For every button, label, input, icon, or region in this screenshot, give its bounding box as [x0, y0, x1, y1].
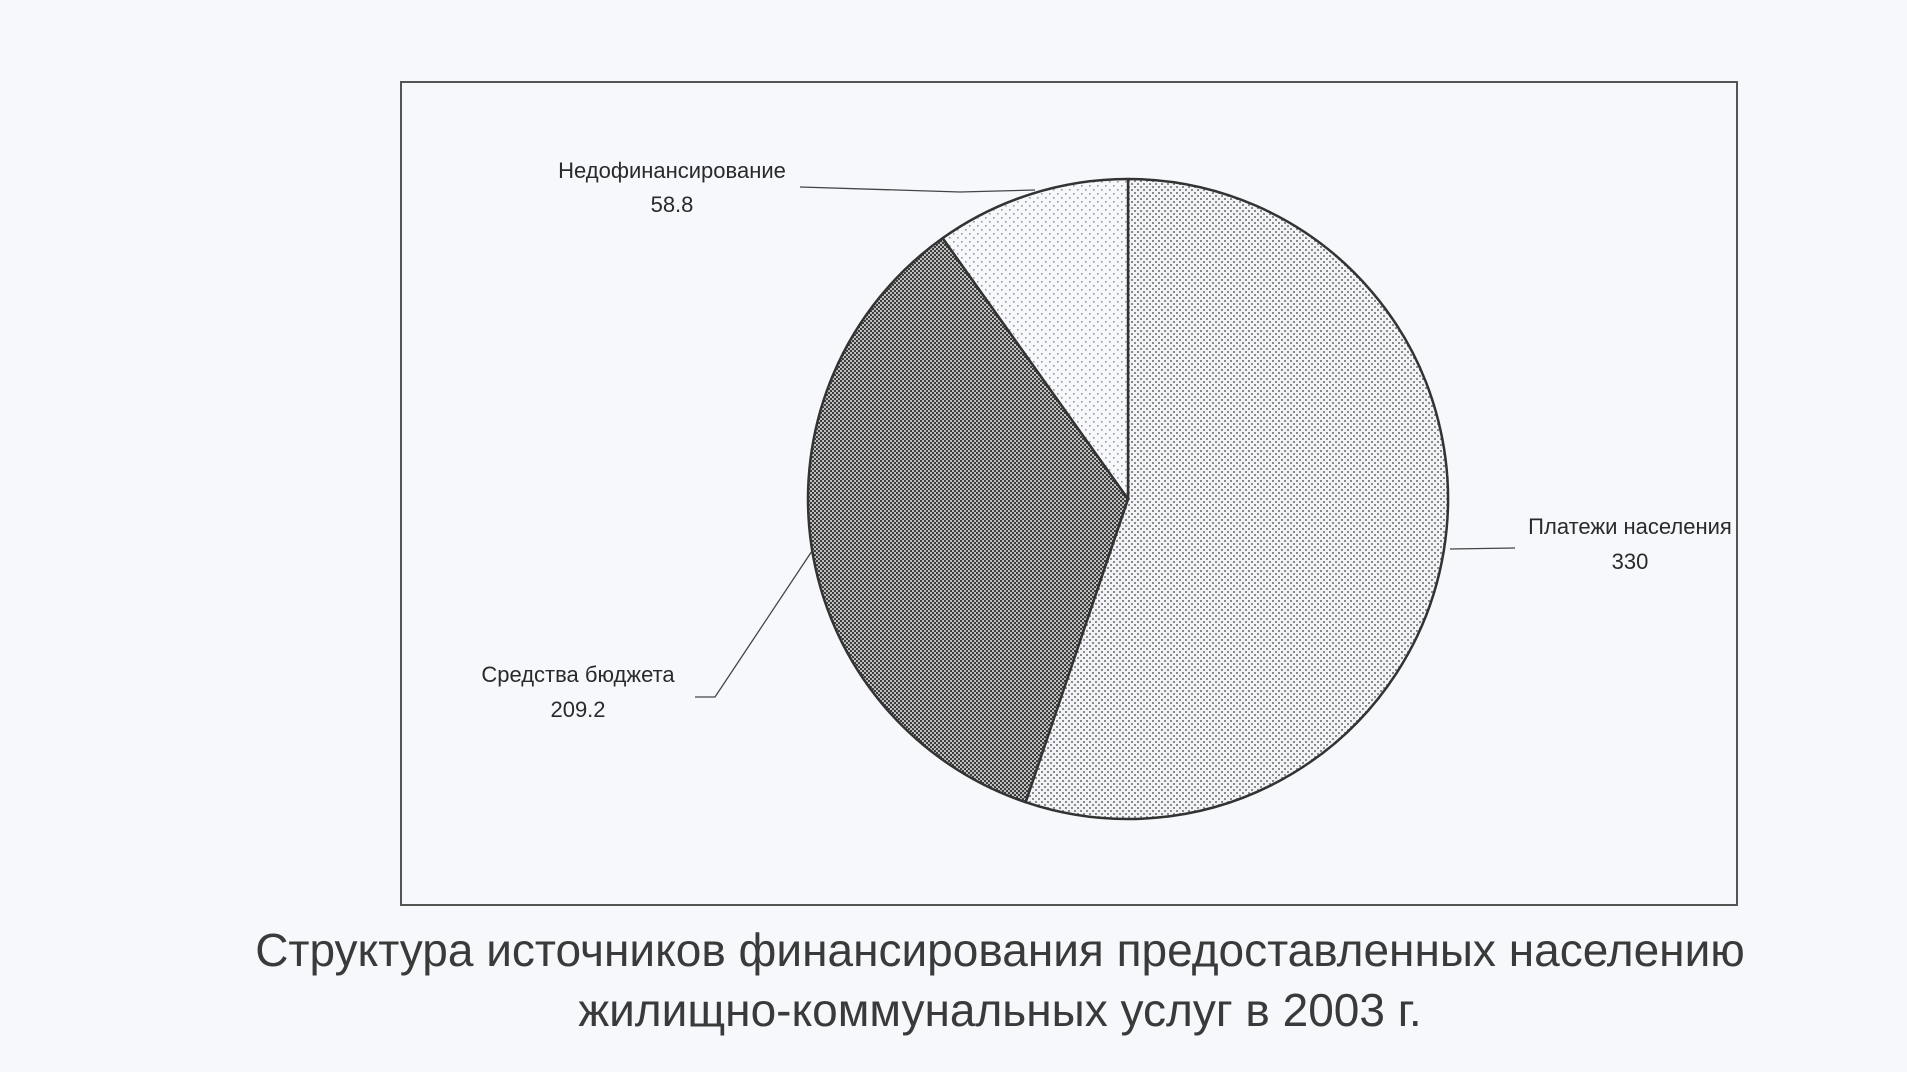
data-labels: Недофинансирование 58.8 Платежи населени…	[481, 158, 1731, 722]
slice-nedofinansirovanie	[941, 177, 1130, 501]
slice-value-platezhi: 330	[1612, 549, 1649, 574]
slice-label-sredstva: Средства бюджета	[481, 662, 675, 687]
leader-line-sredstva	[695, 550, 813, 698]
slice-label-platezhi: Платежи населения	[1528, 514, 1732, 539]
leader-lines	[695, 186, 1516, 698]
plot-area-frame	[400, 81, 1738, 906]
slice-label-nedofinansirovanie: Недофинансирование	[558, 158, 786, 183]
slice-value-nedofinansirovanie: 58.8	[651, 192, 694, 217]
pie-slices	[806, 177, 1450, 821]
leader-line-platezhi	[1449, 547, 1516, 550]
chart-caption: Структура источников финансирования пред…	[200, 920, 1800, 1040]
caption-line-1: Структура источников финансирования пред…	[255, 924, 1745, 976]
leader-line-nedofinansirovanie	[799, 186, 1036, 193]
slice-platezhi-naseleniya	[1024, 177, 1450, 821]
slice-sredstva-byudzheta	[806, 236, 1130, 804]
slice-value-sredstva: 209.2	[550, 697, 605, 722]
caption-line-2: жилищно-коммунальных услуг в 2003 г.	[578, 984, 1422, 1036]
